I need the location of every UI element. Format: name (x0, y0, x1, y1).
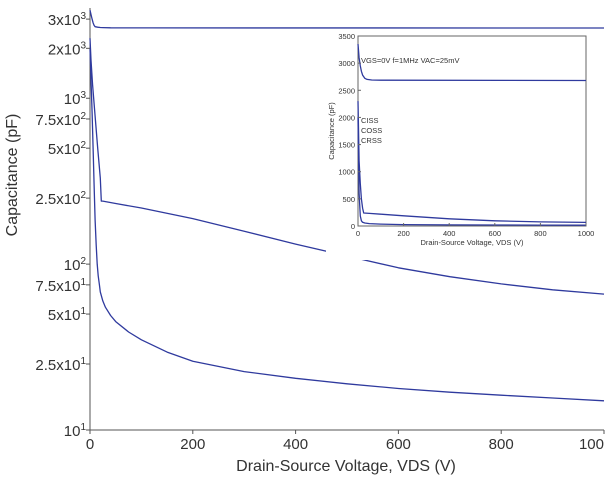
inset-x-tick-label: 0 (356, 229, 360, 238)
inset-x-tick-label: 200 (397, 229, 410, 238)
main-x-tick-label: 400 (283, 436, 308, 453)
main-x-tick-label: 100 (579, 436, 604, 453)
inset-annotation: VGS=0V f=1MHz VAC=25mV (361, 56, 459, 65)
inset-y-axis-label: Capacitance (pF) (327, 102, 336, 160)
inset-x-tick-label: 1000 (578, 229, 595, 238)
main-y-tick-label: 7.5x101 (35, 277, 86, 295)
main-y-tick-label: 2x103 (48, 40, 87, 58)
main-x-tick-label: 0 (86, 436, 94, 453)
main-x-tick-label: 800 (489, 436, 514, 453)
main-y-tick-label: 101 (64, 422, 87, 440)
inset-legend-crss: CRSS (361, 136, 382, 145)
inset-y-tick-label: 1000 (338, 168, 355, 177)
inset-x-tick-label: 800 (534, 229, 547, 238)
main-series-group (89, 9, 605, 402)
inset-y-tick-label: 0 (351, 222, 355, 231)
inset-series-line-0 (357, 44, 587, 82)
inset-y-tick-label: 2500 (338, 86, 355, 95)
inset-y-tick-label: 1500 (338, 141, 355, 150)
main-y-axis-label: Capacitance (pF) (4, 114, 21, 237)
main-series-line-0 (89, 9, 605, 29)
main-y-tick-label: 103 (64, 90, 87, 108)
inset-legend-coss: COSS (361, 126, 382, 135)
inset-x-ticks: 0 200 400 600 800 1000 (356, 223, 594, 238)
main-y-tick-label: 5x102 (48, 140, 87, 158)
main-y-tick-label: 7.5x102 (35, 111, 86, 129)
inset-y-tick-label: 3500 (338, 32, 355, 41)
main-y-tick-label: 2.5x101 (35, 356, 86, 374)
main-plot: 101 2.5x101 5x101 7.5x101 102 2.5x102 5x102 7.5… (4, 8, 605, 475)
inset-y-tick-label: 3000 (338, 59, 355, 68)
main-series-line-2 (89, 48, 605, 402)
main-x-tick-label: 600 (386, 436, 411, 453)
inset-x-tick-label: 400 (443, 229, 456, 238)
main-x-ticks: 0 200 400 600 800 100 (86, 430, 605, 453)
inset-series-line-1 (357, 101, 587, 224)
main-y-tick-label: 5x101 (48, 306, 87, 324)
main-x-axis-label: Drain-Source Voltage, VDS (V) (236, 458, 456, 475)
inset-x-axis-label: Drain-Source Voltage, VDS (V) (421, 238, 524, 247)
inset-y-ticks: 0 500 1000 1500 2000 2500 3000 3500 (338, 32, 361, 231)
inset-y-tick-label: 500 (342, 195, 355, 204)
main-y-tick-label: 102 (64, 256, 87, 274)
inset-legend-ciss: CISS (361, 116, 379, 125)
inset-x-tick-label: 600 (489, 229, 502, 238)
main-y-tick-label: 3x103 (48, 11, 87, 29)
main-series-line-1 (89, 38, 605, 295)
inset-y-tick-label: 2000 (338, 113, 355, 122)
main-y-tick-label: 2.5x102 (35, 190, 86, 208)
main-y-ticks: 101 2.5x101 5x101 7.5x101 102 2.5x102 5x102 7.5… (35, 11, 90, 440)
main-x-tick-label: 200 (180, 436, 205, 453)
inset-plot: 0 500 1000 1500 2000 2500 3000 3500 0 200 400 600 8… (326, 30, 606, 260)
